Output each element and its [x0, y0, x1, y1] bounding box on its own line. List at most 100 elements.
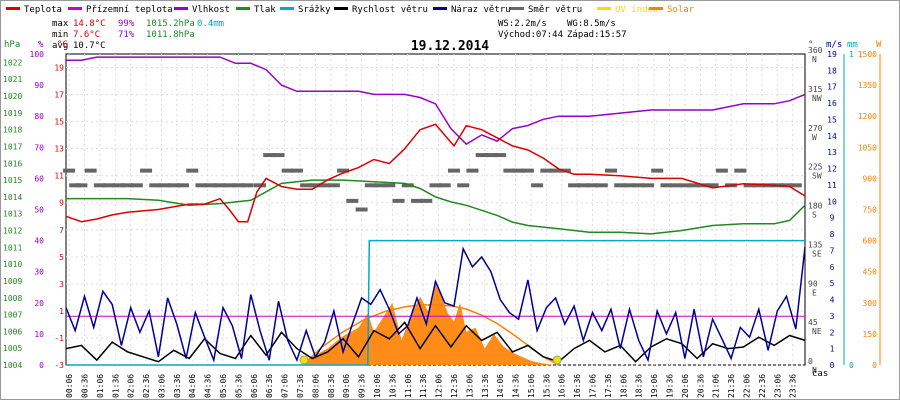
unit-deg: ° — [808, 40, 813, 50]
tick-time: 05:36 — [234, 374, 243, 398]
tick-humidity: 20 — [34, 299, 44, 308]
series-solar-area — [303, 284, 559, 365]
tick-pressure: 1015 — [3, 176, 22, 185]
tick-solar: 1500 — [858, 50, 877, 59]
tick-humidity: 40 — [34, 237, 44, 246]
tick-solar: 600 — [863, 237, 878, 246]
wind-dir-mark — [734, 168, 747, 173]
tick-solar: 150 — [863, 330, 878, 339]
tick-wind-speed: 12 — [827, 165, 837, 174]
wind-dir-mark — [549, 168, 562, 173]
tick-wind-speed: 0 — [830, 361, 835, 370]
tick-time: 04:06 — [188, 374, 197, 398]
tick-pressure: 1006 — [3, 327, 22, 336]
tick-humidity: 90 — [34, 81, 44, 90]
plot-layer — [63, 56, 806, 366]
wind-dir-mark — [281, 168, 294, 173]
stat-sunrise: Východ:07:44 — [498, 30, 563, 40]
wind-dir-mark — [678, 183, 691, 188]
tick-wind-dir-label: N — [812, 366, 817, 375]
wind-dir-mark — [346, 198, 359, 203]
wind-dir-mark — [374, 183, 387, 188]
tick-solar: 0 — [872, 361, 877, 370]
wind-dir-mark — [121, 183, 134, 188]
tick-time: 04:36 — [204, 374, 213, 398]
tick-humidity: 60 — [34, 174, 44, 183]
unit-ms: m/s — [826, 40, 842, 50]
tick-wind-speed: 7 — [830, 246, 835, 255]
tick-wind-speed: 11 — [827, 181, 837, 190]
tick-temperature: 11 — [54, 172, 64, 181]
tick-wind-dir-label: NW — [812, 94, 822, 103]
wind-dir-mark — [660, 183, 673, 188]
wind-dir-mark — [253, 183, 266, 188]
tick-time: 11:36 — [419, 374, 428, 398]
tick-wind-dir: 360 — [808, 46, 823, 55]
tick-temperature: 1 — [59, 307, 64, 316]
tick-pressure: 1004 — [3, 361, 22, 370]
wind-dir-mark — [112, 183, 125, 188]
tick-temperature: 7 — [59, 226, 64, 235]
stat-max-hum: 99% — [118, 19, 135, 29]
unit-mm: mm — [847, 40, 858, 50]
tick-wind-speed: 18 — [827, 66, 837, 75]
tick-pressure: 1016 — [3, 159, 22, 168]
tick-time: 16:06 — [558, 374, 567, 398]
wind-dir-mark — [586, 183, 599, 188]
tick-time: 05:06 — [219, 374, 228, 398]
tick-time: 08:06 — [311, 374, 320, 398]
wind-dir-mark — [213, 183, 226, 188]
wind-dir-mark — [75, 183, 88, 188]
tick-time: 06:06 — [250, 374, 259, 398]
tick-time: 22:36 — [758, 374, 767, 398]
stat-max-temp: 14.8°C — [73, 19, 106, 29]
series-solar-max-line — [302, 304, 560, 366]
tick-time: 07:06 — [281, 374, 290, 398]
tick-pressure: 1022 — [3, 58, 22, 67]
tick-time: 23:06 — [773, 374, 782, 398]
unit-w: W — [876, 40, 882, 50]
tick-time: 00:36 — [80, 374, 89, 398]
tick-solar: 300 — [863, 299, 878, 308]
legend-label: Solar — [667, 5, 695, 15]
wind-dir-mark — [568, 183, 581, 188]
tick-temperature: 5 — [59, 253, 64, 262]
wind-dir-mark — [429, 183, 442, 188]
tick-wind-dir: 225 — [808, 163, 823, 172]
series-line-sr-ky — [66, 239, 805, 366]
wind-dir-mark — [540, 168, 553, 173]
wind-dir-mark — [392, 198, 405, 203]
tick-time: 19:36 — [666, 374, 675, 398]
tick-time: 14:36 — [512, 374, 521, 398]
tick-time: 22:06 — [742, 374, 751, 398]
tick-time: 15:36 — [542, 374, 551, 398]
legend-swatch — [597, 7, 611, 10]
tick-humidity: 80 — [34, 112, 44, 121]
tick-solar: 750 — [863, 206, 878, 215]
tick-wind-dir: 0 — [808, 357, 813, 366]
wind-dir-mark — [780, 183, 793, 188]
tick-temperature: -3 — [54, 361, 64, 370]
legend-swatch — [68, 7, 82, 10]
wind-dir-mark — [401, 183, 414, 188]
series-line-vlhkost — [66, 56, 806, 146]
tick-wind-dir: 90 — [808, 279, 818, 288]
tick-time: 18:06 — [619, 374, 628, 398]
tick-time: 03:36 — [173, 374, 182, 398]
tick-pressure: 1014 — [3, 193, 22, 202]
tick-time: 02:36 — [142, 374, 151, 398]
stat-wg: WG:8.5m/s — [567, 19, 616, 29]
stats-block: max 14.8°C 99% 1015.2hPa 0.4mm min 7.6°C… — [52, 19, 627, 51]
tick-wind-speed: 14 — [827, 132, 837, 141]
tick-temperature: 9 — [59, 199, 64, 208]
wind-dir-mark — [641, 183, 654, 188]
wind-dir-mark — [512, 168, 525, 173]
tick-wind-dir-label: SE — [812, 249, 822, 258]
wind-dir-mark — [669, 183, 682, 188]
tick-time: 17:36 — [604, 374, 613, 398]
tick-pressure: 1010 — [3, 260, 22, 269]
legend: Teplota Přízemní teplota Vlhkost Tlak Srážky… — [6, 5, 695, 15]
tick-wind-dir: 270 — [808, 124, 823, 133]
tick-pressure: 1018 — [3, 126, 22, 135]
